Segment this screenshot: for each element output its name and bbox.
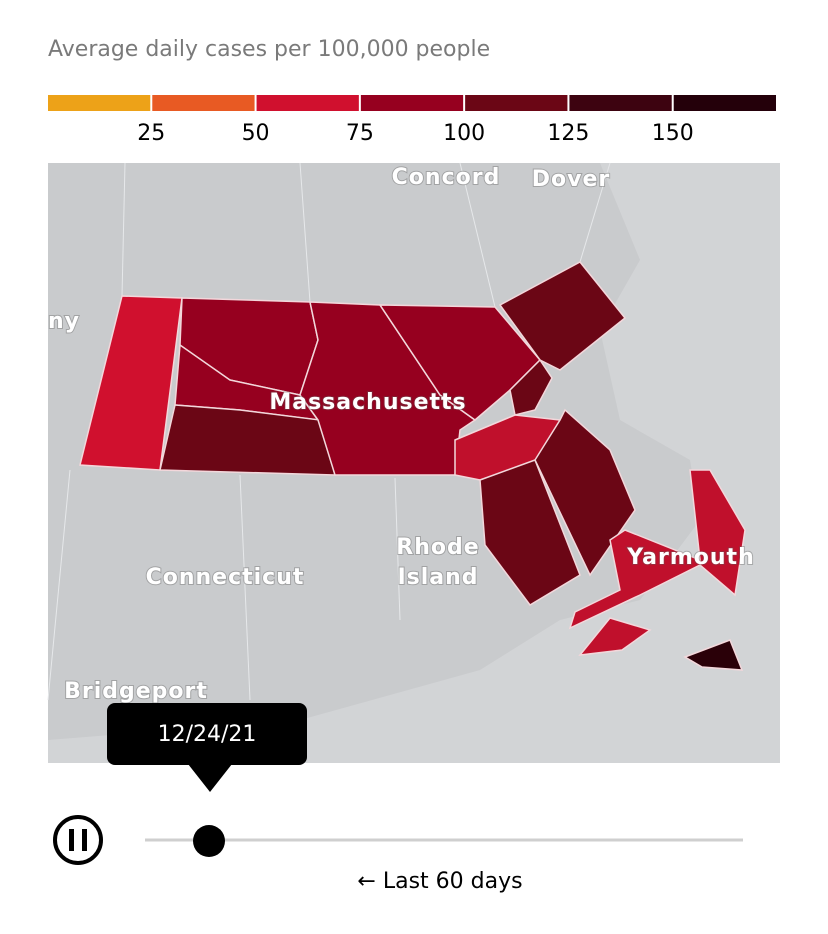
map-label: Massachusetts bbox=[269, 390, 466, 415]
pause-bar bbox=[82, 829, 87, 851]
map-label: Yarmouth bbox=[626, 545, 755, 570]
pause-button[interactable] bbox=[53, 815, 103, 865]
county bbox=[509, 358, 553, 416]
map: Concord Dover ny Massachusetts Rhode Island Co… bbox=[47, 162, 780, 763]
county bbox=[578, 617, 652, 656]
tooltip-date: 12/24/21 bbox=[158, 722, 257, 747]
map-label: Island bbox=[397, 565, 478, 590]
legend-tick-label: 50 bbox=[242, 121, 270, 146]
legend-title: Average daily cases per 100,000 people bbox=[48, 37, 490, 62]
legend: 25 50 75 100 125 150 bbox=[48, 95, 776, 146]
legend-tick-label: 75 bbox=[346, 121, 374, 146]
county bbox=[683, 639, 744, 671]
legend-tick-label: 25 bbox=[137, 121, 165, 146]
tooltip-pointer bbox=[188, 764, 232, 792]
map-label: ny bbox=[48, 309, 80, 334]
county bbox=[568, 469, 746, 630]
legend-swatch bbox=[360, 95, 464, 111]
slider-knob[interactable] bbox=[193, 825, 225, 857]
legend-swatch bbox=[48, 95, 151, 111]
legend-swatch bbox=[673, 95, 776, 111]
tooltip-box bbox=[107, 703, 307, 765]
state-borders bbox=[47, 162, 611, 701]
county bbox=[498, 261, 627, 371]
legend-swatch bbox=[256, 95, 359, 111]
pause-circle[interactable] bbox=[53, 815, 103, 865]
legend-swatch bbox=[569, 95, 672, 111]
county bbox=[534, 408, 636, 577]
map-label: Dover bbox=[532, 167, 611, 192]
slider-caption: ← Last 60 days bbox=[357, 869, 522, 894]
map-label: Rhode bbox=[396, 535, 479, 560]
legend-swatch bbox=[152, 95, 255, 111]
pause-bar bbox=[69, 829, 74, 851]
map-label: Connecticut bbox=[146, 565, 305, 590]
legend-swatch bbox=[465, 95, 568, 111]
map-label: Bridgeport bbox=[64, 679, 208, 704]
legend-tick-label: 125 bbox=[547, 121, 589, 146]
legend-tick-label: 100 bbox=[443, 121, 485, 146]
tooltip: 12/24/21 bbox=[107, 703, 307, 792]
legend-tick-label: 150 bbox=[652, 121, 694, 146]
county bbox=[479, 459, 581, 606]
map-label: Concord bbox=[392, 165, 501, 190]
